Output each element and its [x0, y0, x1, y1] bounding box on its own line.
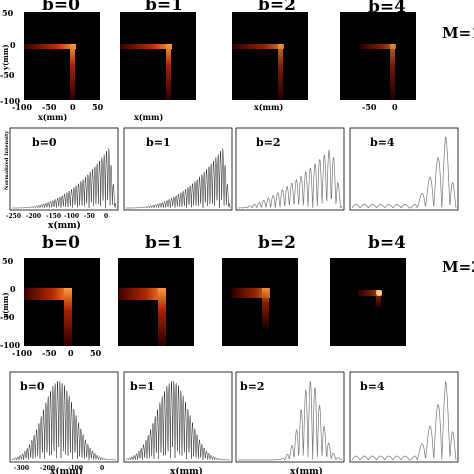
svg-text:b=2: b=2	[240, 380, 265, 393]
svg-text:-50: -50	[362, 102, 377, 112]
svg-text:x(mm): x(mm)	[170, 466, 203, 474]
svg-text:-300: -300	[14, 465, 29, 472]
svg-text:y(mm): y(mm)	[1, 292, 10, 319]
svg-text:-150: -150	[46, 213, 61, 220]
svg-text:x(mm): x(mm)	[134, 112, 163, 122]
svg-text:-100: -100	[0, 96, 20, 106]
svg-text:0: 0	[70, 102, 76, 112]
map-m2-b0	[24, 258, 100, 346]
intensity-curve	[126, 148, 231, 209]
col-label-b0-bottom: b=0	[42, 233, 80, 253]
svg-text:-200: -200	[26, 213, 41, 220]
map-axes-m2: 50 0 -50 -100 y(mm) -100 -50 0 50	[0, 256, 102, 358]
svg-text:b=0: b=0	[32, 136, 57, 149]
curve-panel-m2-b0: b=0	[9, 371, 119, 463]
curve-panel-m1-b4: b=4	[349, 127, 459, 211]
svg-text:x(mm): x(mm)	[254, 102, 283, 112]
svg-text:b=4: b=4	[370, 136, 395, 149]
svg-text:-250: -250	[6, 213, 21, 220]
svg-text:50: 50	[92, 102, 104, 112]
svg-text:0: 0	[10, 40, 16, 50]
col-label-b2-bottom: b=2	[258, 233, 296, 253]
svg-text:-100: -100	[64, 213, 79, 220]
curve-panel-m2-b4: b=4	[349, 371, 459, 463]
curve-axes-m2: -300 -200 -100 0 x(mm) x(mm) x(mm)	[14, 465, 323, 474]
curve-axes-m1: -250 -200 -150 -100 -50 0 x(mm) Normaliz…	[4, 130, 108, 231]
intensity-curve	[11, 381, 117, 461]
intensity-curve	[351, 381, 457, 461]
curve-panel-m2-b1: b=1	[123, 371, 233, 463]
map-m1-b2	[232, 12, 308, 100]
col-label-b0-top: b=0	[42, 0, 80, 15]
col-label-b1-bottom: b=1	[145, 233, 183, 253]
map-m2-b2	[222, 258, 298, 346]
svg-text:b=4: b=4	[360, 380, 385, 393]
svg-text:0: 0	[10, 284, 16, 294]
svg-text:-50: -50	[42, 348, 57, 358]
map-axes-m1: 50 0 -50 -100 y(mm) -100 -50 0 50 x(mm) …	[0, 8, 398, 122]
map-m2-b4	[330, 258, 406, 346]
svg-text:-50: -50	[84, 213, 95, 220]
svg-text:-100: -100	[68, 465, 83, 472]
curve-panel-m1-b2: b=2	[235, 127, 345, 211]
svg-text:0: 0	[68, 348, 74, 358]
intensity-curve	[238, 149, 343, 209]
map-m1-b4	[340, 12, 416, 100]
map-m2-b1	[118, 258, 194, 346]
svg-text:b=1: b=1	[146, 136, 171, 149]
row-label-m1: M=1	[442, 24, 474, 42]
svg-text:-200: -200	[40, 465, 55, 472]
svg-text:50: 50	[2, 8, 14, 18]
curve-panel-m1-b1: b=1	[123, 127, 233, 211]
svg-text:x(mm): x(mm)	[290, 466, 323, 474]
svg-text:-100: -100	[12, 348, 32, 358]
svg-text:50: 50	[2, 256, 14, 266]
intensity-curve	[125, 381, 231, 461]
svg-text:-50: -50	[42, 102, 57, 112]
map-m1-b0	[24, 12, 100, 100]
svg-text:x(mm): x(mm)	[48, 220, 81, 231]
intensity-curve	[351, 136, 457, 209]
row-label-m2: M=2	[442, 258, 474, 276]
svg-text:b=1: b=1	[130, 380, 155, 393]
svg-text:0: 0	[100, 465, 104, 472]
intensity-curve	[12, 148, 117, 209]
svg-text:x(mm): x(mm)	[38, 112, 67, 122]
svg-text:0: 0	[392, 102, 398, 112]
svg-text:-100: -100	[0, 340, 20, 350]
col-label-b1-top: b=1	[145, 0, 183, 15]
svg-text:y(mm): y(mm)	[1, 44, 10, 71]
svg-text:-100: -100	[12, 102, 32, 112]
svg-text:x(mm): x(mm)	[50, 466, 83, 474]
svg-text:-50: -50	[0, 70, 15, 80]
svg-text:b=2: b=2	[256, 136, 281, 149]
svg-text:0: 0	[104, 213, 108, 220]
curve-panel-m2-b2: b=2	[235, 371, 345, 463]
svg-text:Normalized Intensity: Normalized Intensity	[4, 130, 10, 190]
svg-text:-50: -50	[0, 312, 15, 322]
svg-text:50: 50	[90, 348, 102, 358]
col-label-b4-bottom: b=4	[368, 233, 406, 253]
svg-text:b=0: b=0	[20, 380, 45, 393]
map-m1-b1	[120, 12, 196, 100]
curve-panel-m1-b0: b=0	[9, 127, 119, 211]
intensity-curve	[238, 380, 343, 461]
col-label-b2-top: b=2	[258, 0, 296, 15]
